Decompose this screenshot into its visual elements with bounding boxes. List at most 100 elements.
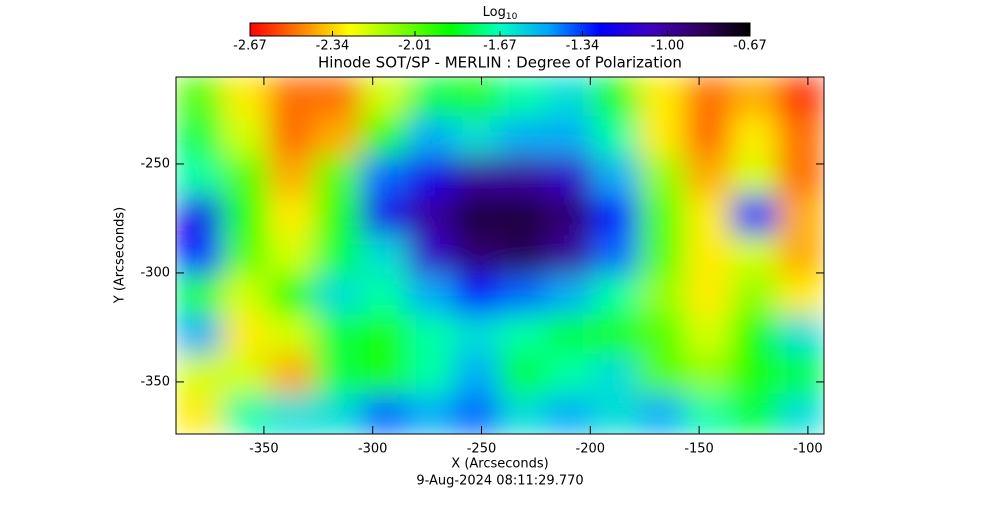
heatmap-cell xyxy=(176,195,223,237)
heatmap-cell xyxy=(545,274,594,316)
heatmap-cell xyxy=(777,314,824,356)
heatmap-cell xyxy=(221,274,270,316)
heatmap-cell xyxy=(777,393,824,434)
heatmap-cell xyxy=(684,314,732,356)
heatmap-cell xyxy=(638,155,686,197)
heatmap-cell xyxy=(314,314,362,356)
heatmap-cell xyxy=(684,155,732,197)
colorbar-tick-label: -2.01 xyxy=(398,39,432,54)
heatmap-cell xyxy=(592,274,640,316)
heatmap-cell xyxy=(221,155,270,197)
heatmap-cell xyxy=(453,393,501,434)
heatmap-cell xyxy=(592,77,640,118)
heatmap-cell xyxy=(453,354,501,395)
heatmap-cell xyxy=(453,116,501,157)
heatmap-cell xyxy=(406,314,455,356)
chart-title: Hinode SOT/SP - MERLIN : Degree of Polar… xyxy=(318,54,682,72)
heatmap-cell xyxy=(777,77,824,118)
heatmap-cell xyxy=(499,274,547,316)
heatmap-cell xyxy=(268,393,316,434)
heatmap-cell xyxy=(268,116,316,157)
y-tick-label: -350 xyxy=(140,374,170,389)
heatmap-cell xyxy=(268,77,316,118)
heatmap-cell xyxy=(406,393,455,434)
heatmap-cell xyxy=(499,116,547,157)
heatmap-cell xyxy=(545,235,594,276)
heatmap-cell xyxy=(592,155,640,197)
y-axis-label: Y (Arcseconds) xyxy=(113,207,128,304)
y-tick-label: -300 xyxy=(140,265,170,280)
heatmap-cells xyxy=(176,77,824,434)
heatmap-cell xyxy=(176,235,223,276)
heatmap-cell xyxy=(360,116,408,157)
heatmap-cell xyxy=(684,77,732,118)
heatmap-cell xyxy=(499,155,547,197)
heatmap-cell xyxy=(638,116,686,157)
heatmap-cell xyxy=(592,393,640,434)
heatmap-cell xyxy=(638,393,686,434)
heatmap-cell xyxy=(638,235,686,276)
heatmap-cell xyxy=(592,314,640,356)
heatmap-cell xyxy=(176,314,223,356)
heatmap-cell xyxy=(406,195,455,237)
heatmap-cell xyxy=(684,116,732,157)
heatmap-cell xyxy=(453,77,501,118)
heatmap-cell xyxy=(268,314,316,356)
heatmap-cell xyxy=(176,354,223,395)
heatmap-cell xyxy=(221,393,270,434)
y-tick-label: -250 xyxy=(140,156,170,171)
heatmap-cell xyxy=(221,235,270,276)
heatmap-cell xyxy=(360,235,408,276)
colorbar-tick-label: -2.67 xyxy=(233,39,267,54)
heatmap-cell xyxy=(360,393,408,434)
heatmap-cell xyxy=(592,354,640,395)
heatmap-cell xyxy=(406,116,455,157)
heatmap-cell xyxy=(730,155,779,197)
heatmap-cell xyxy=(406,354,455,395)
heatmap-cell xyxy=(360,195,408,237)
heatmap-cell xyxy=(406,155,455,197)
heatmap-cell xyxy=(176,274,223,316)
heatmap-cell xyxy=(221,77,270,118)
heatmap-cell xyxy=(360,77,408,118)
heatmap-cell xyxy=(499,235,547,276)
heatmap-cell xyxy=(777,195,824,237)
colorbar-tick-label: -2.34 xyxy=(316,39,350,54)
heatmap-cell xyxy=(730,77,779,118)
heatmap-cell xyxy=(638,77,686,118)
colorbar-tick-label: -1.67 xyxy=(483,39,517,54)
heatmap-cell xyxy=(545,155,594,197)
heatmap-cell xyxy=(638,195,686,237)
heatmap-cell xyxy=(221,195,270,237)
heatmap-cell xyxy=(453,155,501,197)
x-tick-label: -350 xyxy=(249,442,279,457)
heatmap-cell xyxy=(638,274,686,316)
heatmap-cell xyxy=(592,195,640,237)
heatmap-cell xyxy=(314,77,362,118)
heatmap-cell xyxy=(777,155,824,197)
x-tick-label: -100 xyxy=(793,442,823,457)
heatmap-cell xyxy=(268,354,316,395)
heatmap-cell xyxy=(176,116,223,157)
heatmap-cell xyxy=(684,274,732,316)
x-tick-label: -300 xyxy=(358,442,388,457)
heatmap-cell xyxy=(499,393,547,434)
colorbar-tick-label: -1.00 xyxy=(651,39,685,54)
x-tick-label: -200 xyxy=(576,442,606,457)
heatmap-cell xyxy=(777,116,824,157)
heatmap-cell xyxy=(499,77,547,118)
heatmap-cell xyxy=(777,235,824,276)
heatmap-cell xyxy=(406,77,455,118)
heatmap-cell xyxy=(545,393,594,434)
heatmap-cell xyxy=(314,195,362,237)
heatmap-cell xyxy=(268,195,316,237)
date-label: 9-Aug-2024 08:11:29.770 xyxy=(416,474,583,489)
x-tick-label: -150 xyxy=(684,442,714,457)
heatmap-cell xyxy=(730,393,779,434)
heatmap-cell xyxy=(730,274,779,316)
heatmap-cell xyxy=(730,116,779,157)
heatmap-cell xyxy=(545,314,594,356)
heatmap xyxy=(176,77,824,434)
x-axis-label: X (Arcseconds) xyxy=(451,457,548,472)
heatmap-cell xyxy=(684,354,732,395)
